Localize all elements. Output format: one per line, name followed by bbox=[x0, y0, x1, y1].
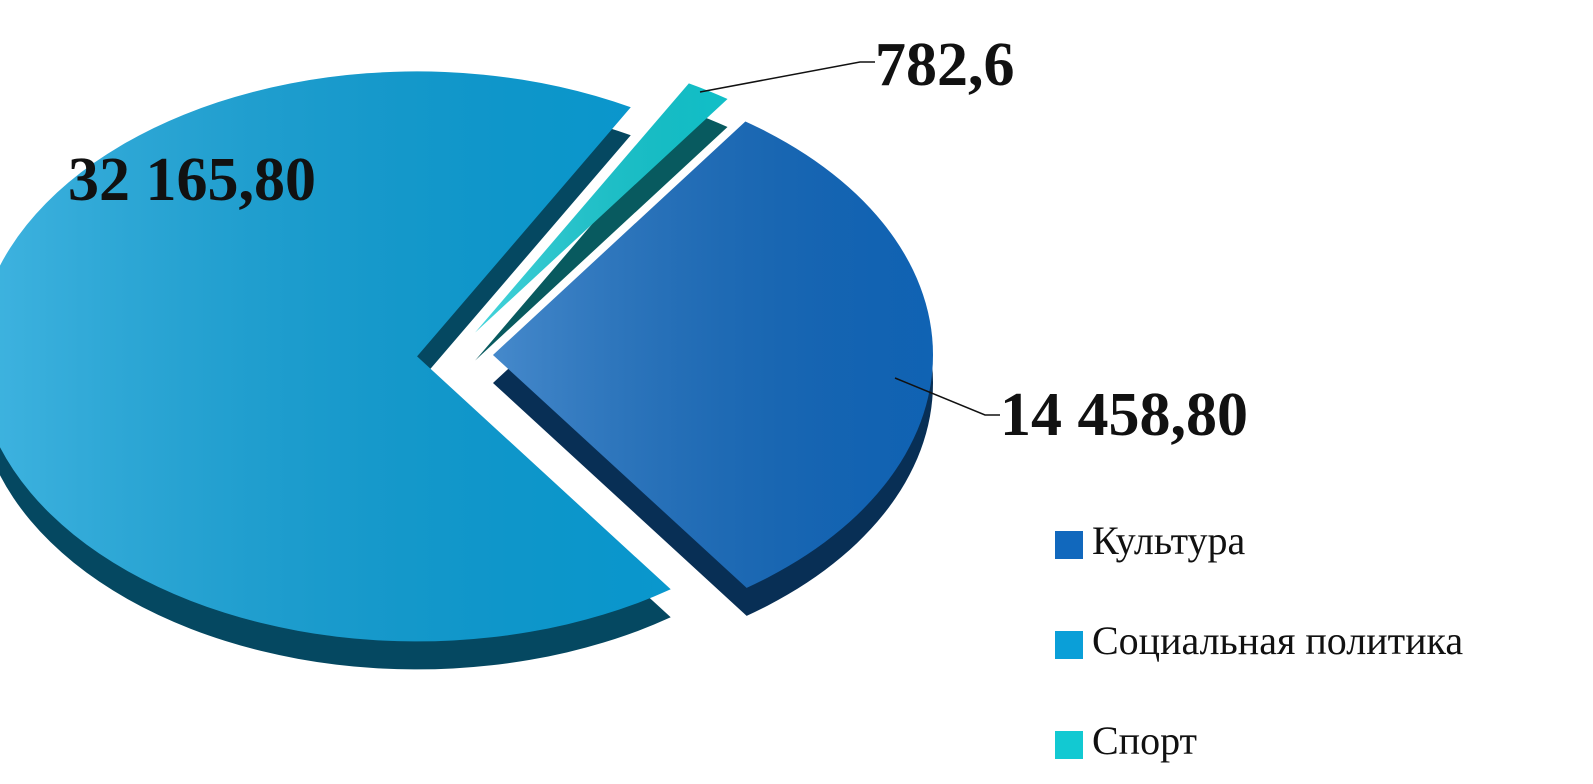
legend-swatch bbox=[1055, 731, 1083, 759]
legend-swatch bbox=[1055, 531, 1083, 559]
slice-sheen bbox=[492, 121, 933, 588]
data-label: 32 165,80 bbox=[68, 146, 316, 214]
data-label: 14 458,80 bbox=[1000, 381, 1248, 449]
slice-sheen bbox=[0, 71, 671, 642]
legend-label: Спорт bbox=[1092, 718, 1197, 763]
leader-line bbox=[699, 61, 875, 93]
legend-swatch bbox=[1055, 631, 1083, 659]
slice-side bbox=[475, 111, 728, 361]
leader-line bbox=[894, 377, 1000, 416]
legend-label: Культура bbox=[1092, 518, 1246, 563]
legend-label: Социальная политика bbox=[1092, 618, 1463, 663]
slice-sheen bbox=[475, 83, 728, 333]
data-label: 782,6 bbox=[875, 31, 1015, 99]
